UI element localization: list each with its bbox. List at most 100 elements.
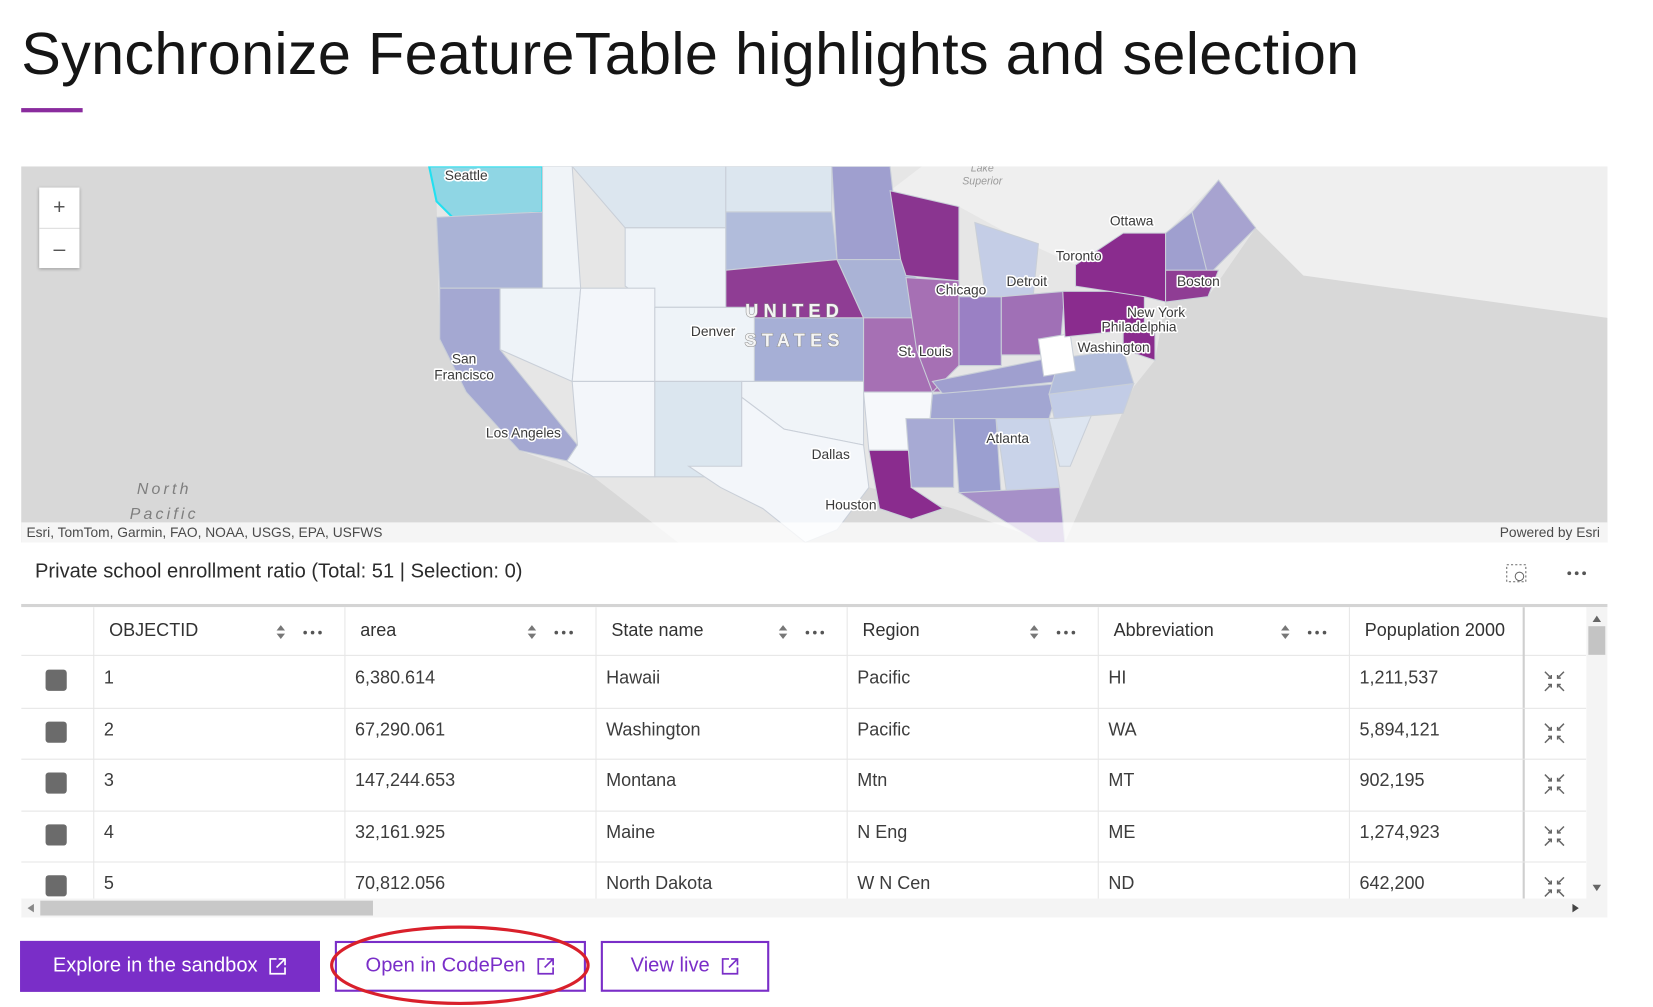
- column-divider: [1348, 607, 1350, 899]
- feature-table: OBJECTID area State name Region Abbreviation…: [21, 607, 1587, 899]
- city-label: Ottawa: [1110, 214, 1154, 229]
- row-checkbox[interactable]: [45, 824, 67, 846]
- table-cell: 67,290.061: [354, 719, 446, 740]
- vertical-scrollbar[interactable]: [1586, 607, 1608, 917]
- city-label: New York: [1127, 305, 1185, 320]
- table-caption: Private school enrollment ratio (Total: …: [34, 560, 523, 583]
- canada: [890, 166, 1608, 318]
- table-cell: North Dakota: [606, 873, 713, 894]
- lake-label: Superior: [962, 175, 1002, 187]
- city-label: Dallas: [812, 447, 850, 462]
- zoom-to-row[interactable]: [1543, 721, 1566, 744]
- powered-by[interactable]: Powered by Esri: [1500, 525, 1600, 540]
- states: [428, 166, 1257, 543]
- column-tools[interactable]: [1277, 621, 1341, 642]
- row-divider: [21, 861, 1587, 863]
- table-cell: 147,244.653: [354, 770, 456, 791]
- table-cell: 642,200: [1359, 873, 1425, 894]
- column-divider: [344, 607, 346, 899]
- table-cell: ND: [1108, 873, 1135, 894]
- external-icon: [721, 958, 739, 975]
- column-toggle[interactable]: [1506, 564, 1527, 583]
- row-divider: [21, 707, 1587, 709]
- column-divider: [1097, 607, 1099, 899]
- row-checkbox[interactable]: [45, 669, 67, 691]
- atlantic: [1064, 227, 1608, 543]
- city-label: Philadelphia: [1102, 320, 1177, 335]
- table-cell: 2: [103, 719, 114, 740]
- column-divider: [1522, 607, 1525, 899]
- city-label: Toronto: [1056, 249, 1102, 264]
- row-checkbox[interactable]: [45, 772, 67, 794]
- horizontal-scrollbar[interactable]: [21, 898, 1608, 918]
- codepen-button[interactable]: Open in CodePen: [334, 940, 586, 992]
- city-label: Denver: [691, 324, 736, 339]
- row-checkbox[interactable]: [45, 875, 67, 897]
- row-checkbox[interactable]: [45, 721, 67, 743]
- zoom-to-row[interactable]: [1543, 773, 1566, 796]
- table-cell: 4: [103, 822, 114, 843]
- column-header[interactable]: area: [360, 619, 397, 640]
- map[interactable]: Lake Superior Seattle Ottawa Toronto Detroi…: [21, 166, 1608, 543]
- zoom-control: + –: [39, 187, 80, 269]
- table-cell: 5,894,121: [1359, 719, 1440, 740]
- table-cell: 1: [103, 667, 114, 688]
- table-cell: Washington: [606, 719, 701, 740]
- table-cell: ME: [1108, 822, 1136, 843]
- column-header[interactable]: State name: [611, 619, 704, 640]
- column-header[interactable]: Region: [862, 619, 920, 640]
- table-cell: Montana: [606, 770, 677, 791]
- city-label: Los Angeles: [486, 426, 561, 441]
- column-tools[interactable]: [1026, 621, 1090, 642]
- table-cell: Mtn: [857, 770, 888, 791]
- city-label: Boston: [1177, 274, 1220, 289]
- column-tools[interactable]: [523, 621, 587, 642]
- column-header[interactable]: Popuplation 2000: [1364, 619, 1505, 640]
- zoom-in[interactable]: +: [53, 196, 66, 220]
- table-cell: 3: [103, 770, 114, 791]
- column-divider: [93, 607, 95, 899]
- button-label: Open in CodePen: [365, 954, 526, 977]
- country-label: STATES: [745, 330, 845, 350]
- table-menu[interactable]: [1567, 571, 1587, 576]
- city-label: Atlanta: [986, 431, 1029, 446]
- button-label: Explore in the sandbox: [52, 954, 258, 977]
- table-cell: 32,161.925: [354, 822, 446, 843]
- city-label: Francisco: [434, 367, 494, 382]
- column-divider: [595, 607, 597, 899]
- city-label: Seattle: [445, 168, 488, 183]
- city-label: Chicago: [936, 283, 987, 298]
- zoom-to-row[interactable]: [1543, 876, 1566, 899]
- table-cell: Pacific: [857, 667, 911, 688]
- zoom-to-row[interactable]: [1543, 670, 1566, 693]
- table-cell: N Eng: [857, 822, 908, 843]
- city-label: Washington: [1078, 340, 1150, 355]
- zoom-out[interactable]: –: [39, 227, 80, 269]
- external-icon: [269, 958, 287, 975]
- external-icon: [537, 958, 554, 975]
- table-cell: 5: [103, 873, 114, 894]
- attribution: Esri, TomTom, Garmin, FAO, NOAA, USGS, E…: [26, 525, 382, 540]
- column-header[interactable]: Abbreviation: [1113, 619, 1214, 640]
- city-labels: Seattle Ottawa Toronto Detroit Chicago Boston…: [433, 167, 1222, 515]
- city-label: Houston: [825, 498, 876, 513]
- table-cell: 6,380.614: [354, 667, 436, 688]
- table-cell: 902,195: [1359, 770, 1425, 791]
- table-cell: Hawaii: [606, 667, 661, 688]
- row-divider: [21, 810, 1587, 812]
- ocean-label: North: [137, 481, 192, 498]
- column-header[interactable]: OBJECTID: [109, 619, 199, 640]
- column-tools[interactable]: [272, 621, 336, 642]
- table-tools: [1506, 564, 1587, 583]
- city-label: St. Louis: [898, 344, 952, 359]
- zoom-to-row[interactable]: [1543, 824, 1566, 847]
- table-cell: W N Cen: [857, 873, 931, 894]
- table-cell: Pacific: [857, 719, 911, 740]
- sandbox-button[interactable]: Explore in the sandbox: [20, 940, 320, 992]
- row-divider: [21, 758, 1587, 760]
- table-cell: WA: [1108, 719, 1137, 740]
- view-live-button[interactable]: View live: [600, 940, 770, 992]
- column-tools[interactable]: [775, 621, 839, 642]
- table-cell: HI: [1108, 667, 1127, 688]
